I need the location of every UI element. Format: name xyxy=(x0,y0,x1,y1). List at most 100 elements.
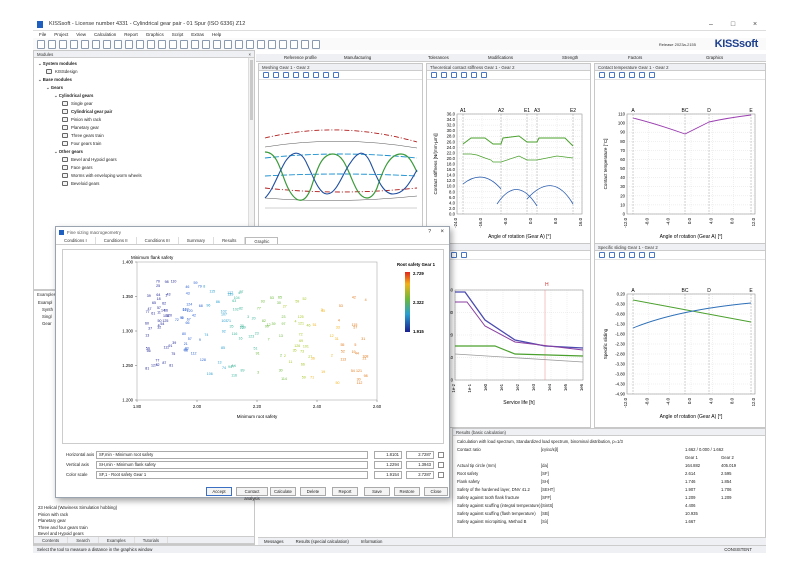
menu-help[interactable]: Help xyxy=(212,32,222,37)
expand-icon[interactable]: ⌄ xyxy=(54,93,59,98)
move-icon[interactable] xyxy=(609,72,615,78)
export-icon[interactable] xyxy=(481,72,487,78)
color-scale-select[interactable]: SF,1 - Root safety Gear 1 xyxy=(96,471,368,479)
toolbar-button-icon[interactable] xyxy=(191,39,199,49)
toolbar-button-icon[interactable] xyxy=(246,39,254,49)
toolbar-button-icon[interactable] xyxy=(290,39,298,49)
menu-extras[interactable]: Extras xyxy=(191,32,205,37)
toolbar-button-icon[interactable] xyxy=(125,39,133,49)
accept-button[interactable]: Accept xyxy=(206,487,232,496)
expand-icon[interactable]: ⌄ xyxy=(54,149,59,154)
zoom-out-icon[interactable] xyxy=(461,72,467,78)
vertical-axis-max[interactable]: 1.3943 xyxy=(406,461,434,469)
toolbar-button-icon[interactable] xyxy=(301,39,309,49)
sliding-chart[interactable]: 0.20 -0.30 -0.80 -1.30 -1.80 -2.30 -2.80 -3.30 -… xyxy=(595,260,765,427)
tab-tutorials[interactable]: Tutorials xyxy=(135,537,169,543)
tree-item[interactable]: Four gears train xyxy=(38,140,250,148)
select-icon[interactable] xyxy=(263,72,269,78)
vertical-axis-min[interactable]: 1.2294 xyxy=(374,461,402,469)
menu-file[interactable]: File xyxy=(39,32,47,37)
expand-icon[interactable]: ⌄ xyxy=(46,85,51,90)
scatter-chart[interactable]: Minimum flank safety Minimum root safety 1… xyxy=(63,250,443,443)
rotate-icon[interactable] xyxy=(313,72,319,78)
contact-analysis-button[interactable]: Contact analysis xyxy=(236,487,268,501)
tree-item[interactable]: Planetary gear xyxy=(38,124,250,132)
tab-contents[interactable]: Contents xyxy=(34,537,69,543)
select-icon[interactable] xyxy=(599,72,605,78)
tree-item[interactable]: Beveloid gears xyxy=(38,180,250,188)
tab-information[interactable]: Information xyxy=(360,539,383,544)
example-item[interactable]: Exampl xyxy=(38,300,53,305)
move-icon[interactable] xyxy=(273,72,279,78)
zoom-out-icon[interactable] xyxy=(629,252,635,258)
toolbar-button-icon[interactable] xyxy=(92,39,100,49)
tab-results-special-calculation-[interactable]: Results (special calculation) xyxy=(295,539,349,544)
toolbar-button-icon[interactable] xyxy=(202,39,210,49)
move-icon[interactable] xyxy=(441,72,447,78)
export-icon[interactable] xyxy=(649,72,655,78)
stiffness-chart[interactable]: 36.034.032.030.028.026.024.022.020.018.0… xyxy=(427,80,590,247)
tab-strength[interactable]: Strength xyxy=(562,55,579,60)
lifetime-chart[interactable]: 40 30 20 10 01e-2 1e-1 1e0 1e1 1e2 1e3 1e4 1e5 1e6 Se… xyxy=(427,260,590,427)
toolbar-button-icon[interactable] xyxy=(279,39,287,49)
example-item[interactable]: 23 Helical (Waviness Simulation hobbing) xyxy=(38,505,118,510)
toolbar-button-icon[interactable] xyxy=(180,39,188,49)
export-icon[interactable] xyxy=(461,252,467,258)
modules-scrollbar[interactable] xyxy=(248,58,254,290)
tree-item[interactable]: Bevel and Hypoid gears xyxy=(38,156,250,164)
color-scale-min[interactable]: 1.9154 xyxy=(374,471,402,479)
zoom-in-icon[interactable] xyxy=(451,72,457,78)
toolbar-button-icon[interactable] xyxy=(114,39,122,49)
minimize-button[interactable]: – xyxy=(709,21,713,28)
zoom-fit-icon[interactable] xyxy=(639,252,645,258)
toolbar-button-icon[interactable] xyxy=(70,39,78,49)
move-icon[interactable] xyxy=(609,252,615,258)
dialog-tab-conditions-iii[interactable]: Conditions III xyxy=(137,237,179,244)
toolbar-button-icon[interactable] xyxy=(136,39,144,49)
dialog-tab-summary[interactable]: Summary xyxy=(179,237,215,244)
toolbar-button-icon[interactable] xyxy=(48,39,56,49)
tree-item[interactable]: ⌄ Gears xyxy=(38,84,250,92)
example-item[interactable]: Three and four gears train xyxy=(38,524,88,530)
zoom-out-icon[interactable] xyxy=(293,72,299,78)
toolbar-button-icon[interactable] xyxy=(169,39,177,49)
dialog-tab-conditions-i[interactable]: Conditions I xyxy=(56,237,96,244)
save-button[interactable]: Save xyxy=(364,487,390,496)
toolbar-button-icon[interactable] xyxy=(147,39,155,49)
menu-script[interactable]: Script xyxy=(171,32,184,37)
example-item[interactable]: Singl xyxy=(42,314,52,319)
select-icon[interactable] xyxy=(599,252,605,258)
close-window-button[interactable]: × xyxy=(752,21,758,28)
dialog-tab-graphic[interactable]: Graphic xyxy=(245,237,279,244)
vertical-axis-select[interactable]: SH,min - Minimum flank safety xyxy=(96,461,368,469)
horizontal-axis-checkbox[interactable] xyxy=(438,452,444,458)
close-panel-icon[interactable]: × xyxy=(248,52,251,57)
horizontal-axis-min[interactable]: 1.8101 xyxy=(374,451,402,459)
select-icon[interactable] xyxy=(431,72,437,78)
menu-project[interactable]: Project xyxy=(54,32,69,37)
export-icon[interactable] xyxy=(649,252,655,258)
tree-item[interactable]: ⌄ Cylindrical gears xyxy=(38,92,250,100)
help-icon[interactable]: ? xyxy=(428,229,431,235)
tab-factors[interactable]: Factors xyxy=(628,55,643,60)
toolbar-button-icon[interactable] xyxy=(235,39,243,49)
tab-modifications[interactable]: Modifications xyxy=(488,55,514,60)
toolbar-button-icon[interactable] xyxy=(213,39,221,49)
measure-icon[interactable] xyxy=(323,72,329,78)
toolbar-button-icon[interactable] xyxy=(268,39,276,49)
example-item[interactable]: Pinion with rack xyxy=(38,511,69,517)
tree-item[interactable]: KISSdesign xyxy=(38,68,250,76)
tab-examples[interactable]: Examples xyxy=(99,537,135,543)
tree-item[interactable]: Single gear xyxy=(38,100,250,108)
tab-messages[interactable]: Messages xyxy=(264,539,284,544)
example-item[interactable]: Synth xyxy=(42,307,53,312)
delete-button[interactable]: Delete xyxy=(300,487,326,496)
tab-search[interactable]: Search xyxy=(68,537,99,543)
play-icon[interactable] xyxy=(333,72,339,78)
tree-item[interactable]: Worms with enveloping worm wheels xyxy=(38,172,250,180)
toolbar-button-icon[interactable] xyxy=(312,39,320,49)
zoom-fit-icon[interactable] xyxy=(303,72,309,78)
dialog-tab-conditions-ii[interactable]: Conditions II xyxy=(96,237,137,244)
tab-graphics[interactable]: Graphics xyxy=(706,55,724,60)
